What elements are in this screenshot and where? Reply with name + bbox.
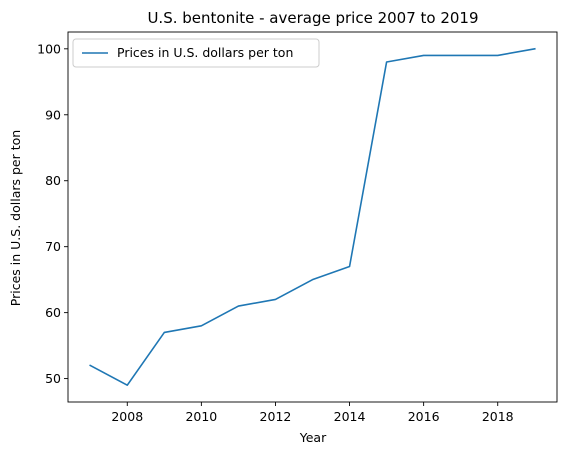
plot-frame xyxy=(67,31,558,403)
legend-label: Prices in U.S. dollars per ton xyxy=(117,45,293,60)
y-tick-label: 100 xyxy=(37,41,61,56)
y-tick-label: 90 xyxy=(45,107,61,122)
y-tick-label: 60 xyxy=(45,305,61,320)
y-tick-label: 80 xyxy=(45,173,61,188)
plot-area xyxy=(67,31,558,403)
legend: Prices in U.S. dollars per ton xyxy=(72,38,320,68)
x-axis: 2008 2010 2012 2014 2016 2018 xyxy=(111,402,514,424)
y-tick-label: 50 xyxy=(45,371,61,386)
x-tick-label: 2016 xyxy=(408,409,440,424)
x-tick-label: 2008 xyxy=(111,409,143,424)
x-axis-label: Year xyxy=(299,430,327,445)
y-tick-label: 70 xyxy=(45,239,61,254)
series-line-0 xyxy=(89,47,536,386)
y-axis: 50 60 70 80 90 100 xyxy=(37,41,68,386)
x-tick-label: 2018 xyxy=(482,409,514,424)
legend-box xyxy=(72,38,320,68)
y-axis-label: Prices in U.S. dollars per ton xyxy=(8,130,23,306)
x-tick-label: 2010 xyxy=(185,409,217,424)
x-tick-label: 2014 xyxy=(334,409,366,424)
x-tick-label: 2012 xyxy=(260,409,292,424)
chart-title: U.S. bentonite - average price 2007 to 2… xyxy=(147,9,478,27)
